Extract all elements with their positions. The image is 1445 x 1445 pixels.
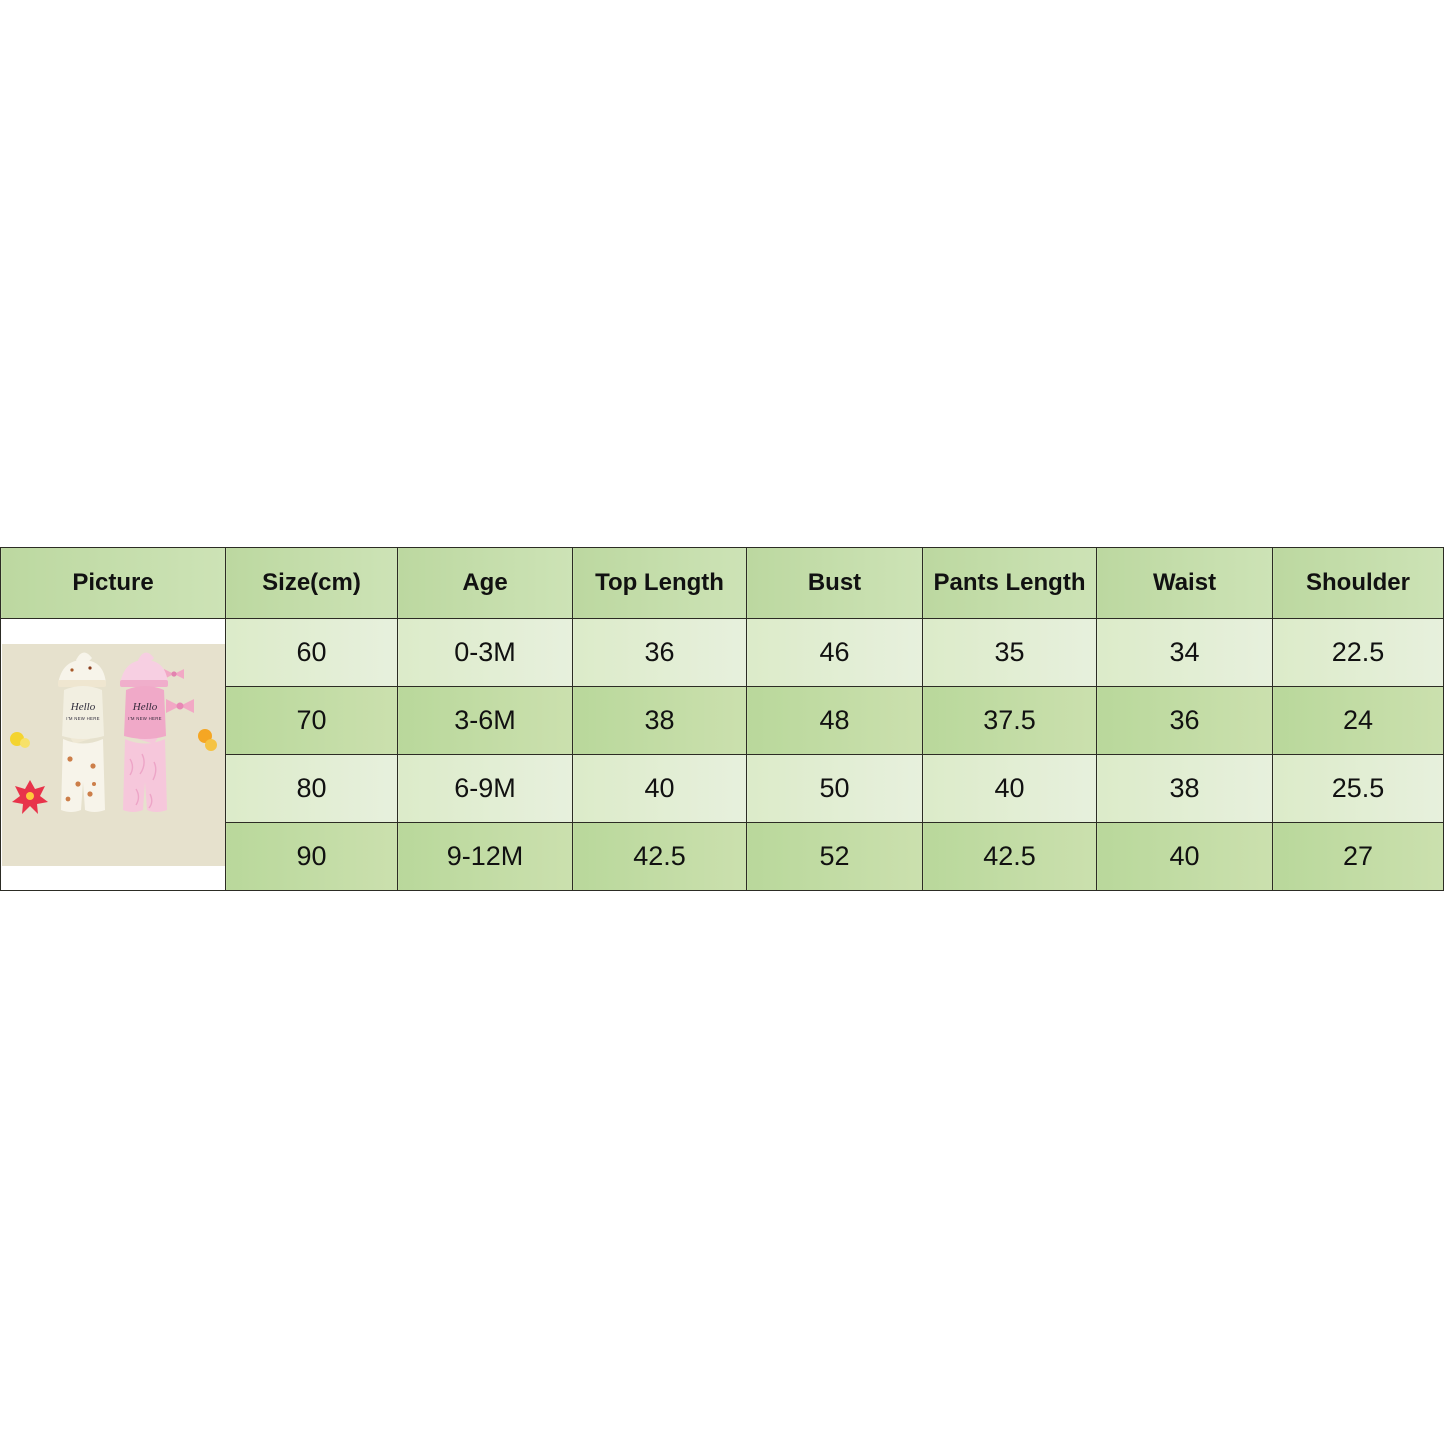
svg-text:I'M NEW HERE: I'M NEW HERE	[66, 716, 100, 721]
svg-text:Hello: Hello	[131, 701, 157, 713]
svg-text:I'M NEW HERE: I'M NEW HERE	[128, 716, 162, 721]
svg-text:Hello: Hello	[69, 701, 95, 713]
